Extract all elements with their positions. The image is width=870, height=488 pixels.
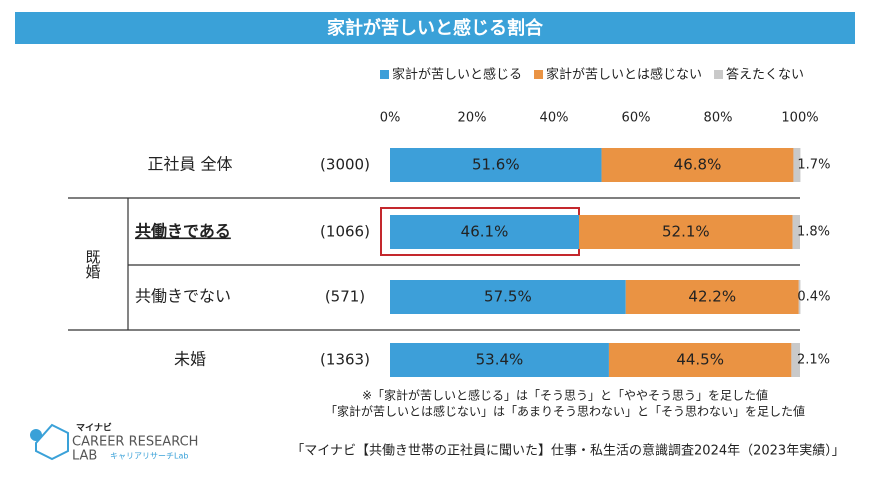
value-label: 2.1% (797, 353, 830, 368)
sample-size: (1066) (320, 223, 370, 241)
legend-swatch (380, 70, 389, 79)
x-tick-label: 40% (540, 111, 569, 126)
value-label: 1.7% (797, 158, 830, 173)
x-tick-label: 60% (622, 111, 651, 126)
chart-title: 家計が苦しいと感じる割合 (327, 17, 544, 39)
logo-sub: キャリアリサーチLab (110, 452, 188, 461)
value-label: 51.6% (472, 156, 520, 174)
bar-segment (601, 148, 794, 182)
group-label: 既婚 (84, 249, 102, 279)
legend-label: 家計が苦しいとは感じない (546, 67, 702, 83)
legend-swatch (534, 70, 544, 79)
x-tick-label: 80% (704, 111, 733, 126)
category-label: 正社員 全体 (147, 155, 232, 174)
value-label: 46.8% (674, 156, 722, 174)
bar-segment (390, 280, 626, 314)
title-bar (15, 12, 855, 44)
bar-segment (579, 215, 793, 249)
legend-swatch (714, 70, 724, 79)
bar-segment (798, 280, 801, 314)
x-tick-label: 0% (380, 111, 401, 126)
value-label: 53.4% (476, 351, 524, 369)
logo-text: LAB (72, 449, 97, 464)
bar-segment (793, 148, 801, 182)
x-tick-label: 20% (458, 111, 487, 126)
note: 「家計が苦しいとは感じない」は「あまりそう思わない」と「そう思わない」を足した値 (325, 404, 805, 419)
bar-segment (390, 148, 602, 182)
value-label: 1.8% (797, 225, 830, 240)
logo: マイナビ CAREER RESEARCH LAB キャリアリサーチLab (30, 422, 198, 464)
value-label: 52.1% (662, 223, 710, 241)
bar-segment (608, 343, 792, 377)
value-label: 46.1% (461, 223, 509, 241)
logo-text: CAREER RESEARCH (72, 435, 198, 450)
value-label: 0.4% (797, 290, 830, 305)
category-label: 共働きである (135, 222, 231, 241)
value-label: 44.5% (676, 351, 724, 369)
source: 「マイナビ【共働き世帯の正社員に聞いた】仕事・私生活の意識調査2024年（202… (291, 443, 844, 459)
sample-size: (1363) (320, 351, 370, 369)
category-label: 未婚 (174, 350, 206, 369)
bar-segment (390, 215, 580, 249)
bar-segment (390, 343, 609, 377)
layout-lines (68, 197, 800, 331)
logo-brand: マイナビ (76, 422, 112, 434)
category-label: 共働きでない (135, 287, 231, 306)
value-label: 57.5% (484, 288, 532, 306)
note: ※「家計が苦しいと感じる」は「そう思う」と「ややそう思う」を足した値 (362, 388, 768, 403)
legend-label: 家計が苦しいと感じる (392, 67, 522, 83)
bar-segment (791, 343, 800, 377)
x-tick-label: 100% (781, 111, 818, 126)
value-label: 42.2% (688, 288, 736, 306)
sample-size: (3000) (320, 156, 370, 174)
bar-segment (625, 280, 799, 314)
bar-segment (792, 215, 800, 249)
sample-size: (571) (325, 288, 365, 306)
legend-label: 答えたくない (726, 67, 804, 83)
